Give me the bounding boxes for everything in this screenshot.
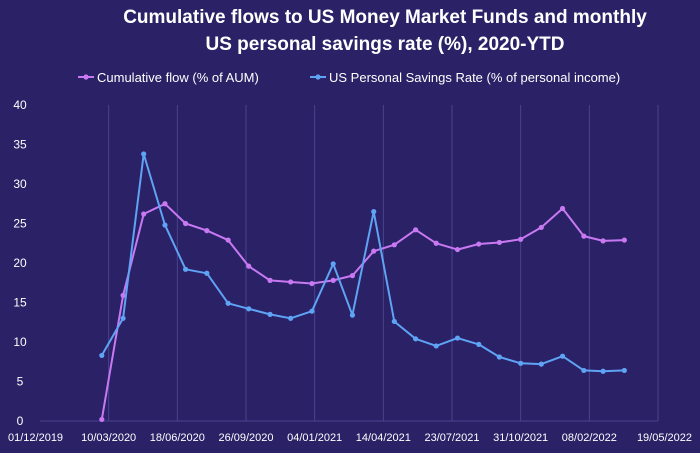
data-point — [288, 279, 294, 285]
data-point — [330, 261, 336, 267]
y-axis-ticks: 0 5 10 15 20 25 30 35 40 — [13, 98, 27, 428]
series-2 — [99, 151, 627, 374]
data-point — [518, 360, 524, 366]
data-point — [559, 353, 566, 359]
data-point — [538, 361, 544, 367]
data-point — [120, 315, 126, 321]
data-point — [433, 343, 439, 349]
data-point — [600, 368, 606, 374]
y-tick-label: 25 — [13, 217, 27, 231]
data-point — [349, 312, 356, 318]
legend-label: US Personal Savings Rate (% of personal … — [329, 70, 620, 85]
data-point — [371, 248, 377, 254]
data-point — [454, 246, 461, 253]
x-tick-label: 19/05/2022 — [637, 432, 692, 444]
x-tick-label: 10/03/2020 — [81, 432, 136, 444]
data-point — [413, 227, 419, 233]
grid-lines — [40, 105, 659, 422]
legend-swatch-marker — [83, 74, 89, 80]
data-point — [391, 242, 397, 248]
data-point — [182, 266, 189, 272]
x-tick-label: 14/04/2021 — [356, 432, 411, 444]
data-point — [621, 237, 627, 243]
data-point — [433, 240, 439, 246]
data-point — [538, 224, 544, 231]
y-tick-label: 35 — [13, 138, 27, 152]
data-point — [581, 367, 587, 374]
y-tick-label: 10 — [13, 335, 27, 349]
series-2-line — [100, 153, 625, 373]
data-point — [413, 336, 419, 342]
legend: Cumulative flow (% of AUM) US Personal Sa… — [78, 70, 620, 85]
data-point — [141, 211, 147, 217]
data-point — [204, 228, 210, 234]
data-point — [600, 238, 606, 244]
data-point — [371, 209, 377, 215]
x-tick-label: 31/10/2021 — [493, 432, 548, 444]
data-point — [120, 292, 126, 298]
data-point — [225, 300, 231, 306]
y-tick-label: 15 — [13, 296, 27, 310]
x-tick-label: 23/07/2021 — [424, 432, 479, 444]
data-point — [476, 341, 482, 347]
series-1 — [99, 201, 627, 423]
data-point — [162, 222, 168, 228]
data-point — [267, 277, 273, 283]
data-point — [330, 277, 336, 283]
chart-title-line-1: Cumulative flows to US Money Market Fund… — [123, 7, 647, 28]
x-tick-label: 01/12/2019 — [8, 432, 63, 444]
y-tick-label: 40 — [13, 98, 27, 112]
y-tick-label: 0 — [17, 414, 24, 428]
data-point — [559, 205, 566, 212]
data-point — [99, 352, 105, 359]
data-point — [454, 335, 461, 341]
x-tick-label: 18/06/2020 — [150, 432, 205, 444]
data-point — [246, 263, 252, 269]
x-axis-ticks: 01/12/2019 10/03/2020 18/06/2020 26/09/2020… — [8, 432, 692, 444]
data-point — [246, 306, 252, 312]
data-point — [204, 270, 210, 276]
data-point — [99, 416, 105, 423]
y-tick-label: 5 — [17, 375, 24, 389]
data-point — [309, 280, 315, 287]
data-point — [391, 318, 397, 325]
legend-item-2: US Personal Savings Rate (% of personal … — [310, 70, 620, 85]
data-point — [349, 273, 356, 279]
x-tick-label: 08/02/2022 — [562, 432, 617, 444]
data-point — [581, 233, 587, 239]
legend-item-1: Cumulative flow (% of AUM) — [78, 70, 259, 85]
legend-swatch-marker — [315, 74, 321, 80]
data-point — [621, 367, 627, 374]
data-point — [309, 308, 315, 314]
series-1-line — [100, 202, 625, 420]
legend-label: Cumulative flow (% of AUM) — [97, 70, 259, 85]
series-lines — [99, 151, 627, 423]
data-point — [141, 151, 147, 157]
data-point — [225, 237, 231, 243]
y-tick-label: 20 — [13, 256, 27, 270]
data-point — [496, 239, 502, 246]
chart-title-line-2: US personal savings rate (%), 2020-YTD — [205, 34, 565, 55]
x-tick-label: 04/01/2021 — [287, 432, 342, 444]
y-tick-label: 30 — [13, 177, 27, 191]
data-point — [496, 354, 502, 360]
data-point — [267, 311, 273, 317]
data-point — [476, 241, 482, 247]
data-point — [288, 315, 294, 321]
x-tick-label: 26/09/2020 — [218, 432, 273, 444]
data-point — [162, 201, 168, 207]
data-point — [518, 236, 524, 242]
data-point — [182, 220, 189, 227]
